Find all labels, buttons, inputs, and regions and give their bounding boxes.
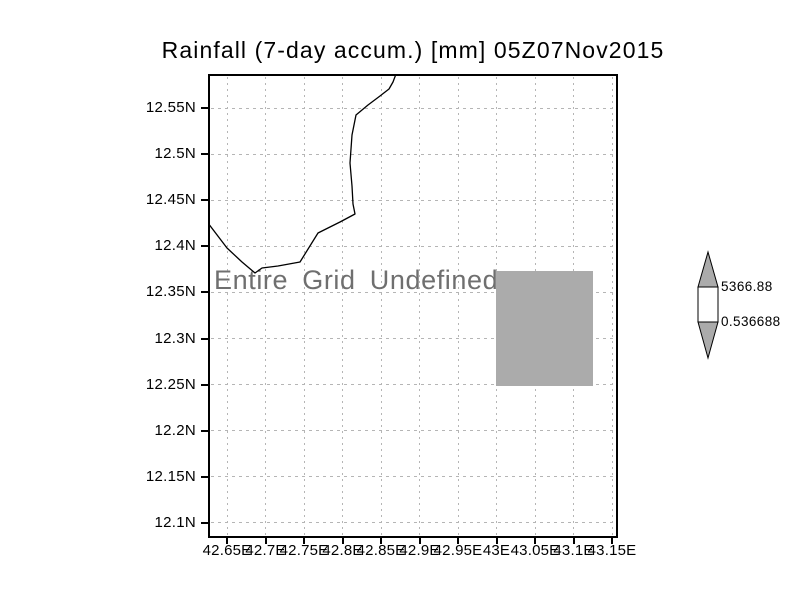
horizontal-gridline (211, 245, 616, 247)
colorbar-upper-value: 5366.88 (721, 279, 773, 294)
y-axis-tick (201, 291, 208, 294)
x-axis-label: 42.9E (399, 542, 440, 559)
vertical-gridline (419, 77, 420, 536)
vertical-gridline (265, 77, 266, 536)
vertical-gridline (457, 77, 459, 536)
vertical-gridline (611, 77, 613, 536)
vertical-gridline (380, 77, 382, 536)
colorbar-lower-arrow-icon (697, 321, 719, 360)
y-axis-tick (201, 199, 208, 202)
horizontal-gridline (211, 153, 616, 155)
horizontal-gridline (211, 430, 616, 432)
horizontal-gridline (211, 338, 616, 340)
y-axis-label: 12.25N (145, 375, 196, 393)
x-axis-label: 42.75E (279, 542, 329, 559)
y-axis-label: 12.55N (145, 99, 196, 116)
x-axis-label: 43.05E (510, 542, 560, 559)
y-axis-label: 12.45N (145, 191, 196, 209)
y-axis-label: 12.15N (145, 467, 196, 485)
x-axis-tick (611, 538, 613, 544)
colorbar-lower-value: 0.536688 (721, 314, 781, 329)
horizontal-gridline (211, 522, 616, 524)
horizontal-gridline (211, 291, 616, 293)
x-axis-label: 42.7E (245, 542, 286, 559)
horizontal-gridline (211, 107, 616, 109)
y-axis-tick (201, 245, 208, 248)
y-axis-tick (201, 475, 208, 478)
x-axis-tick (303, 538, 305, 544)
x-axis-label: 42.65E (202, 542, 252, 559)
undefined-grid-message: Entire Grid Undefined (214, 265, 499, 295)
vertical-gridline (342, 77, 343, 536)
y-axis-label: 12.3N (154, 329, 196, 347)
horizontal-gridline (211, 199, 616, 201)
x-axis-label: 43.1E (553, 542, 594, 559)
y-axis-label: 12.5N (154, 145, 196, 163)
y-axis-label: 12.2N (154, 421, 196, 439)
colorbar-upper-arrow-icon (697, 250, 719, 288)
horizontal-gridline (211, 384, 616, 386)
x-axis-tick (418, 538, 421, 544)
horizontal-gridline (211, 476, 616, 478)
y-axis-tick (201, 107, 208, 109)
colorbar (697, 250, 719, 360)
x-axis-tick (495, 538, 498, 544)
x-axis-tick (572, 538, 575, 544)
x-axis-tick (341, 538, 344, 544)
vertical-gridline (226, 77, 228, 536)
colorbar-middle-segment (697, 286, 719, 323)
x-axis-tick (457, 538, 459, 544)
x-axis-label: 42.85E (356, 542, 406, 559)
x-axis-tick (380, 538, 382, 544)
coastline (208, 74, 397, 274)
x-axis-label: 43.15E (587, 542, 637, 559)
shaded-grid-cell (496, 271, 593, 386)
x-axis-label: 42.8E (322, 542, 363, 559)
x-axis-tick (226, 538, 228, 544)
y-axis-label: 12.35N (145, 283, 196, 301)
y-axis-tick (201, 153, 208, 156)
x-axis-label: 42.95E (433, 542, 483, 559)
y-axis-label: 12.1N (154, 513, 196, 531)
y-axis-tick (201, 383, 208, 386)
y-axis-tick (201, 429, 208, 432)
x-axis-label: 43E (482, 542, 511, 559)
x-axis-tick (264, 538, 267, 544)
x-axis-tick (534, 538, 536, 544)
y-axis-label: 12.4N (154, 237, 196, 255)
plot-title: Rainfall (7-day accum.) [mm] 05Z07Nov201… (161, 37, 665, 63)
vertical-gridline (303, 77, 305, 536)
y-axis-tick (201, 521, 208, 524)
y-axis-tick (201, 337, 208, 340)
map-frame (208, 74, 618, 538)
